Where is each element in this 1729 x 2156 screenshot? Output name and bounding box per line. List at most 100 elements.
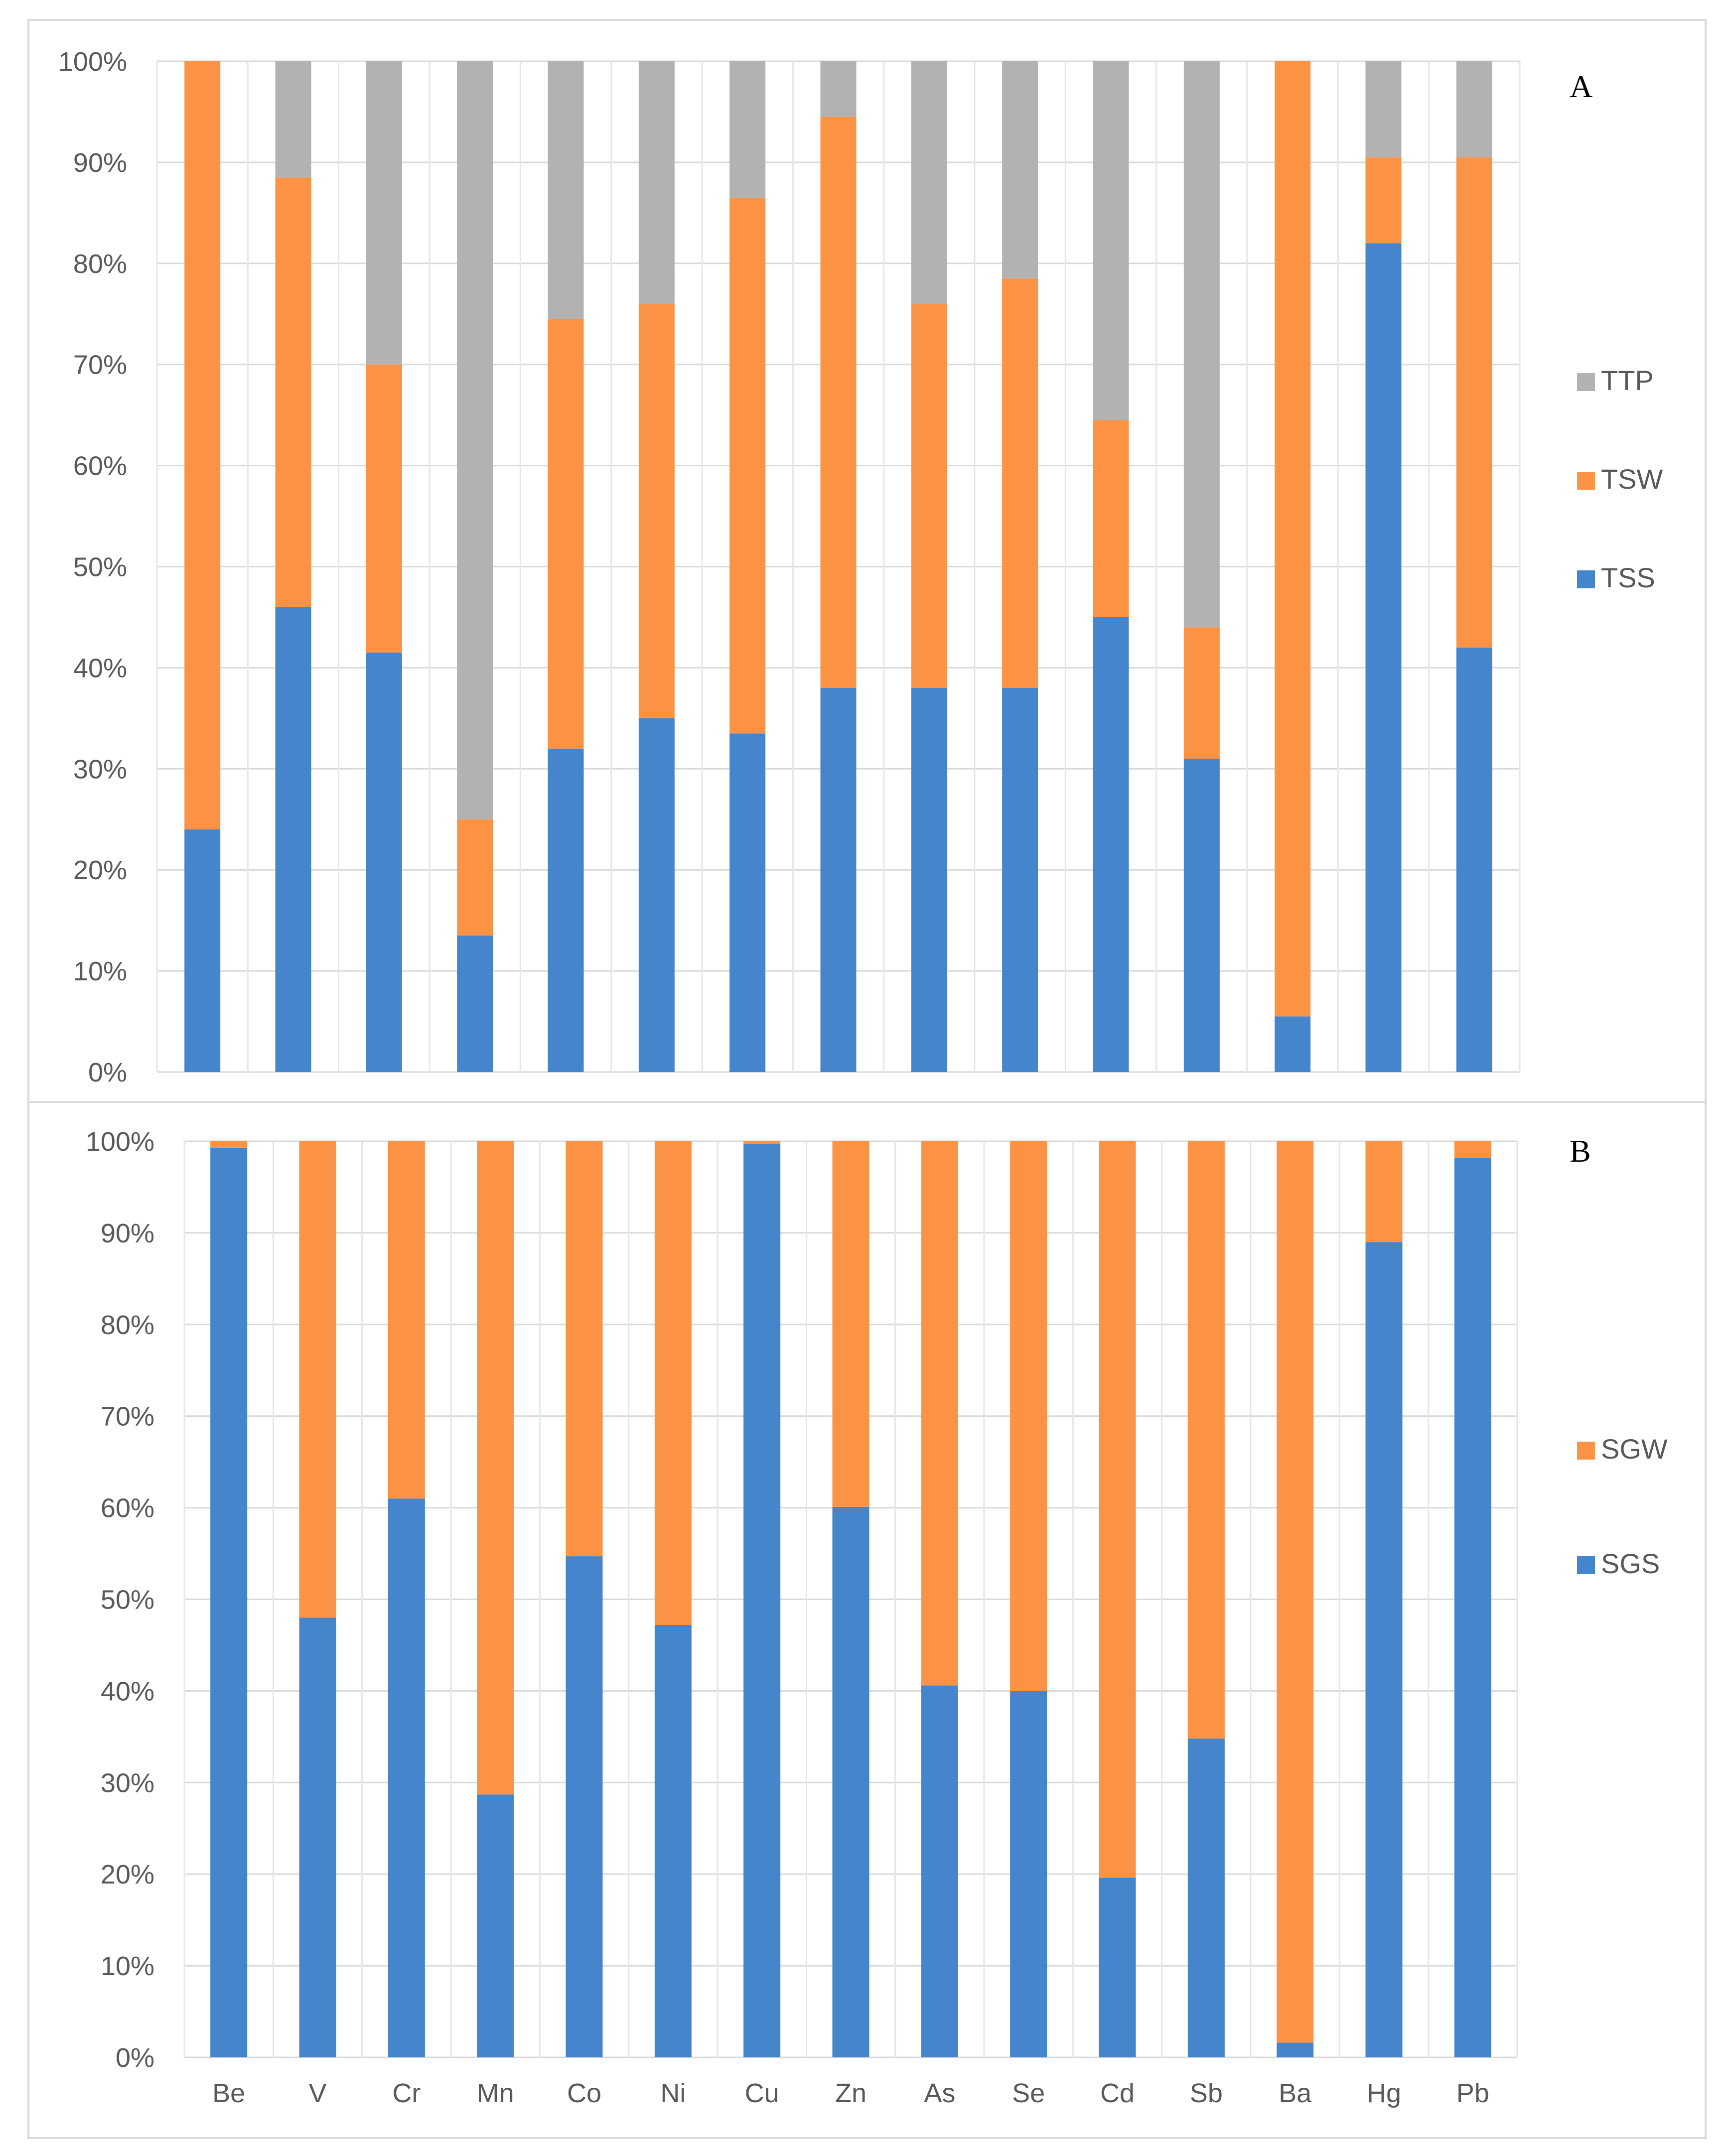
panel-a-vertical-gridlines bbox=[156, 61, 1521, 1072]
bar-sgs-pb bbox=[1454, 1158, 1491, 2057]
bar-tsw-mn bbox=[457, 819, 493, 936]
y-tick-label: 100% bbox=[86, 1127, 154, 1157]
bar-sgw-ba bbox=[1277, 1141, 1314, 2043]
bar-ttp-cd bbox=[1093, 61, 1129, 420]
bar-ttp-as bbox=[911, 61, 947, 304]
bar-tsw-cr bbox=[366, 364, 402, 653]
bar-ttp-v bbox=[275, 61, 311, 178]
bar-sgw-ni bbox=[654, 1141, 692, 1625]
bar-tss-se bbox=[1002, 687, 1038, 1072]
x-tick-label-ni: Ni bbox=[660, 2078, 686, 2108]
bar-sgw-sb bbox=[1187, 1141, 1225, 1739]
bar-tsw-ni bbox=[638, 303, 675, 718]
legend-swatch-ttp bbox=[1577, 373, 1595, 391]
bar-ttp-pb bbox=[1456, 61, 1492, 157]
bar-sgw-hg bbox=[1365, 1141, 1403, 1242]
legend-label-sgs: SGS bbox=[1601, 1548, 1660, 1579]
bar-tsw-ba bbox=[1275, 61, 1311, 1017]
panel-a-bars bbox=[184, 61, 1492, 1073]
bar-ttp-co bbox=[548, 61, 584, 319]
legend-label-tss: TSS bbox=[1601, 562, 1655, 593]
panel-b-bars bbox=[210, 1141, 1491, 2057]
panel-b-x-tick-labels: Be V Cr Mn Co Ni Cu Zn As Se Cd Sb Ba Hg Pb bbox=[212, 2078, 1489, 2108]
bar-sgs-hg bbox=[1365, 1242, 1403, 2057]
bar-tsw-v bbox=[275, 177, 311, 607]
x-tick-label-mn: Mn bbox=[477, 2078, 514, 2108]
bar-sgs-v bbox=[299, 1617, 336, 2057]
bar-tss-cd bbox=[1093, 617, 1129, 1072]
legend-swatch-sgs bbox=[1577, 1556, 1595, 1574]
y-tick-label: 50% bbox=[73, 552, 127, 582]
x-tick-label-sb: Sb bbox=[1190, 2078, 1223, 2108]
bar-ttp-cu bbox=[729, 61, 766, 198]
bar-ttp-ni bbox=[638, 61, 675, 304]
panel-b-vertical-gridlines bbox=[183, 1141, 1518, 2057]
bar-sgs-ni bbox=[654, 1624, 692, 2057]
bar-sgw-se bbox=[1010, 1141, 1047, 1691]
bar-tsw-pb bbox=[1456, 157, 1492, 648]
bar-sgs-mn bbox=[477, 1794, 514, 2057]
bar-ttp-hg bbox=[1365, 61, 1402, 157]
bar-tsw-zn bbox=[820, 117, 857, 688]
bar-sgs-cu bbox=[743, 1144, 781, 2057]
y-tick-label: 40% bbox=[73, 653, 127, 683]
x-tick-label-cd: Cd bbox=[1100, 2078, 1135, 2108]
panel-b-chart: B 0% 10% 20% 30% 40% 50% 60% 70% 80% 90% 100% Be V C… bbox=[86, 1127, 1668, 2108]
bar-sgs-se bbox=[1010, 1691, 1047, 2057]
bar-sgw-cr bbox=[388, 1141, 425, 1499]
y-tick-label: 80% bbox=[101, 1310, 154, 1340]
bar-sgs-co bbox=[566, 1556, 603, 2057]
bar-tsw-sb bbox=[1183, 627, 1220, 759]
bar-tss-pb bbox=[1456, 647, 1492, 1072]
bar-tsw-cu bbox=[729, 197, 766, 734]
bar-tss-hg bbox=[1365, 243, 1402, 1073]
x-tick-label-zn: Zn bbox=[835, 2078, 866, 2108]
y-tick-label: 0% bbox=[88, 1058, 127, 1087]
bar-sgw-zn bbox=[832, 1141, 869, 1507]
bar-tss-ba bbox=[1275, 1016, 1311, 1072]
bar-ttp-mn bbox=[457, 61, 493, 819]
bar-tsw-hg bbox=[1365, 157, 1402, 244]
y-tick-label: 20% bbox=[73, 855, 127, 885]
bar-tss-zn bbox=[820, 687, 857, 1072]
legend-label-ttp: TTP bbox=[1601, 365, 1654, 396]
x-tick-label-be: Be bbox=[212, 2078, 245, 2108]
bar-tss-cr bbox=[366, 652, 402, 1072]
y-tick-label: 70% bbox=[73, 350, 127, 380]
bar-tsw-cd bbox=[1093, 420, 1129, 617]
bar-sgs-as bbox=[921, 1685, 958, 2057]
x-tick-label-ba: Ba bbox=[1279, 2078, 1312, 2108]
x-tick-label-cu: Cu bbox=[745, 2078, 779, 2108]
bar-tss-co bbox=[548, 748, 584, 1072]
y-tick-label: 90% bbox=[101, 1218, 154, 1248]
y-tick-label: 80% bbox=[73, 249, 127, 279]
y-tick-label: 30% bbox=[101, 1768, 154, 1798]
y-tick-label: 60% bbox=[73, 451, 127, 481]
panel-b-legend: SGW SGS bbox=[1577, 1433, 1668, 1579]
bar-tsw-co bbox=[548, 319, 584, 749]
bar-tss-mn bbox=[457, 936, 493, 1072]
legend-label-tsw: TSW bbox=[1601, 463, 1663, 495]
bar-sgw-co bbox=[566, 1141, 603, 1557]
bar-sgs-sb bbox=[1187, 1739, 1225, 2057]
y-tick-label: 10% bbox=[101, 1951, 154, 1981]
bar-sgs-ba bbox=[1277, 2042, 1314, 2057]
y-tick-label: 90% bbox=[73, 148, 127, 178]
y-tick-label: 10% bbox=[73, 956, 127, 986]
x-tick-label-co: Co bbox=[567, 2078, 601, 2108]
bar-sgw-as bbox=[921, 1141, 958, 1686]
bar-ttp-sb bbox=[1183, 61, 1220, 628]
bar-tss-ni bbox=[638, 718, 675, 1072]
y-tick-label: 100% bbox=[58, 47, 127, 77]
y-tick-label: 30% bbox=[73, 754, 127, 784]
panel-b-label: B bbox=[1570, 1133, 1591, 1169]
bar-tss-as bbox=[911, 687, 947, 1072]
legend-swatch-tss bbox=[1577, 570, 1595, 588]
y-tick-label: 60% bbox=[101, 1493, 154, 1523]
x-tick-label-se: Se bbox=[1012, 2078, 1045, 2108]
panel-b-y-tick-labels: 0% 10% 20% 30% 40% 50% 60% 70% 80% 90% 100% bbox=[86, 1127, 154, 2073]
bar-sgs-cr bbox=[388, 1498, 425, 2057]
panel-a-y-tick-labels: 0% 10% 20% 30% 40% 50% 60% 70% 80% 90% 100% bbox=[58, 47, 127, 1087]
bar-sgs-cd bbox=[1099, 1878, 1136, 2057]
